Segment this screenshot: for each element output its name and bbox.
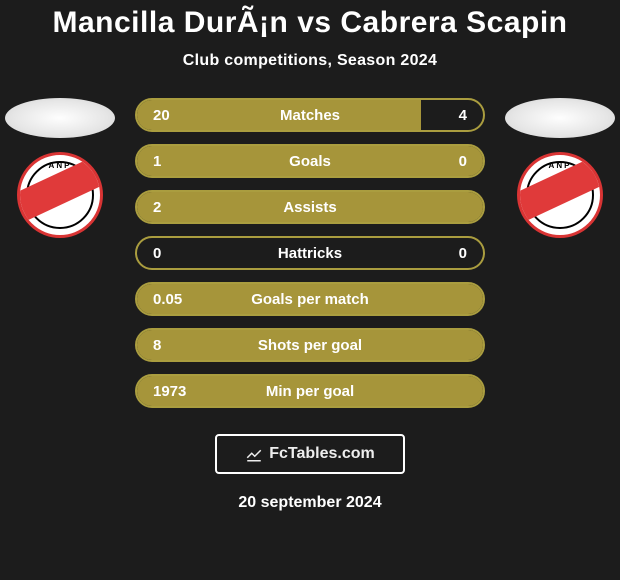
stat-label: Min per goal <box>217 383 403 400</box>
stat-value-left: 20 <box>137 107 217 124</box>
stat-value-left: 0.05 <box>137 291 217 308</box>
stats-list: 20 Matches 4 1 Goals 0 2 Assists 0 Hattr… <box>135 98 485 408</box>
stat-value-left: 0 <box>137 245 217 262</box>
stat-value-left: 2 <box>137 199 217 216</box>
brand-box[interactable]: FcTables.com <box>215 434 405 474</box>
stat-label: Assists <box>217 199 403 216</box>
stat-row: 0.05 Goals per match <box>135 282 485 316</box>
club-badge-left: ANP <box>17 152 103 238</box>
stat-label: Shots per goal <box>217 337 403 354</box>
stat-value-right: 0 <box>403 245 483 262</box>
page-title: Mancilla DurÃ¡n vs Cabrera Scapin <box>0 0 620 40</box>
stat-value-right: 0 <box>403 153 483 170</box>
stat-value-left: 8 <box>137 337 217 354</box>
club-letters-left: ANP <box>20 161 100 170</box>
stat-row: 0 Hattricks 0 <box>135 236 485 270</box>
brand-text: FcTables.com <box>269 445 375 463</box>
club-badge-right: ANP <box>517 152 603 238</box>
stat-value-left: 1973 <box>137 383 217 400</box>
club-letters-right: ANP <box>520 161 600 170</box>
comparison-panel: ANP ANP 20 Matches 4 1 Goals 0 2 Assists <box>0 98 620 408</box>
stat-row: 8 Shots per goal <box>135 328 485 362</box>
player-photo-left <box>5 98 115 138</box>
stat-value-left: 1 <box>137 153 217 170</box>
stat-row: 20 Matches 4 <box>135 98 485 132</box>
stat-value-right: 4 <box>403 107 483 124</box>
stat-label: Hattricks <box>217 245 403 262</box>
stat-row: 1 Goals 0 <box>135 144 485 178</box>
stat-label: Matches <box>217 107 403 124</box>
player-column-right: ANP <box>500 98 620 238</box>
chart-icon <box>245 445 263 463</box>
player-column-left: ANP <box>0 98 120 238</box>
stat-label: Goals per match <box>217 291 403 308</box>
stat-row: 2 Assists <box>135 190 485 224</box>
player-photo-right <box>505 98 615 138</box>
date-text: 20 september 2024 <box>0 494 620 512</box>
stat-row: 1973 Min per goal <box>135 374 485 408</box>
stat-label: Goals <box>217 153 403 170</box>
page-subtitle: Club competitions, Season 2024 <box>0 52 620 70</box>
